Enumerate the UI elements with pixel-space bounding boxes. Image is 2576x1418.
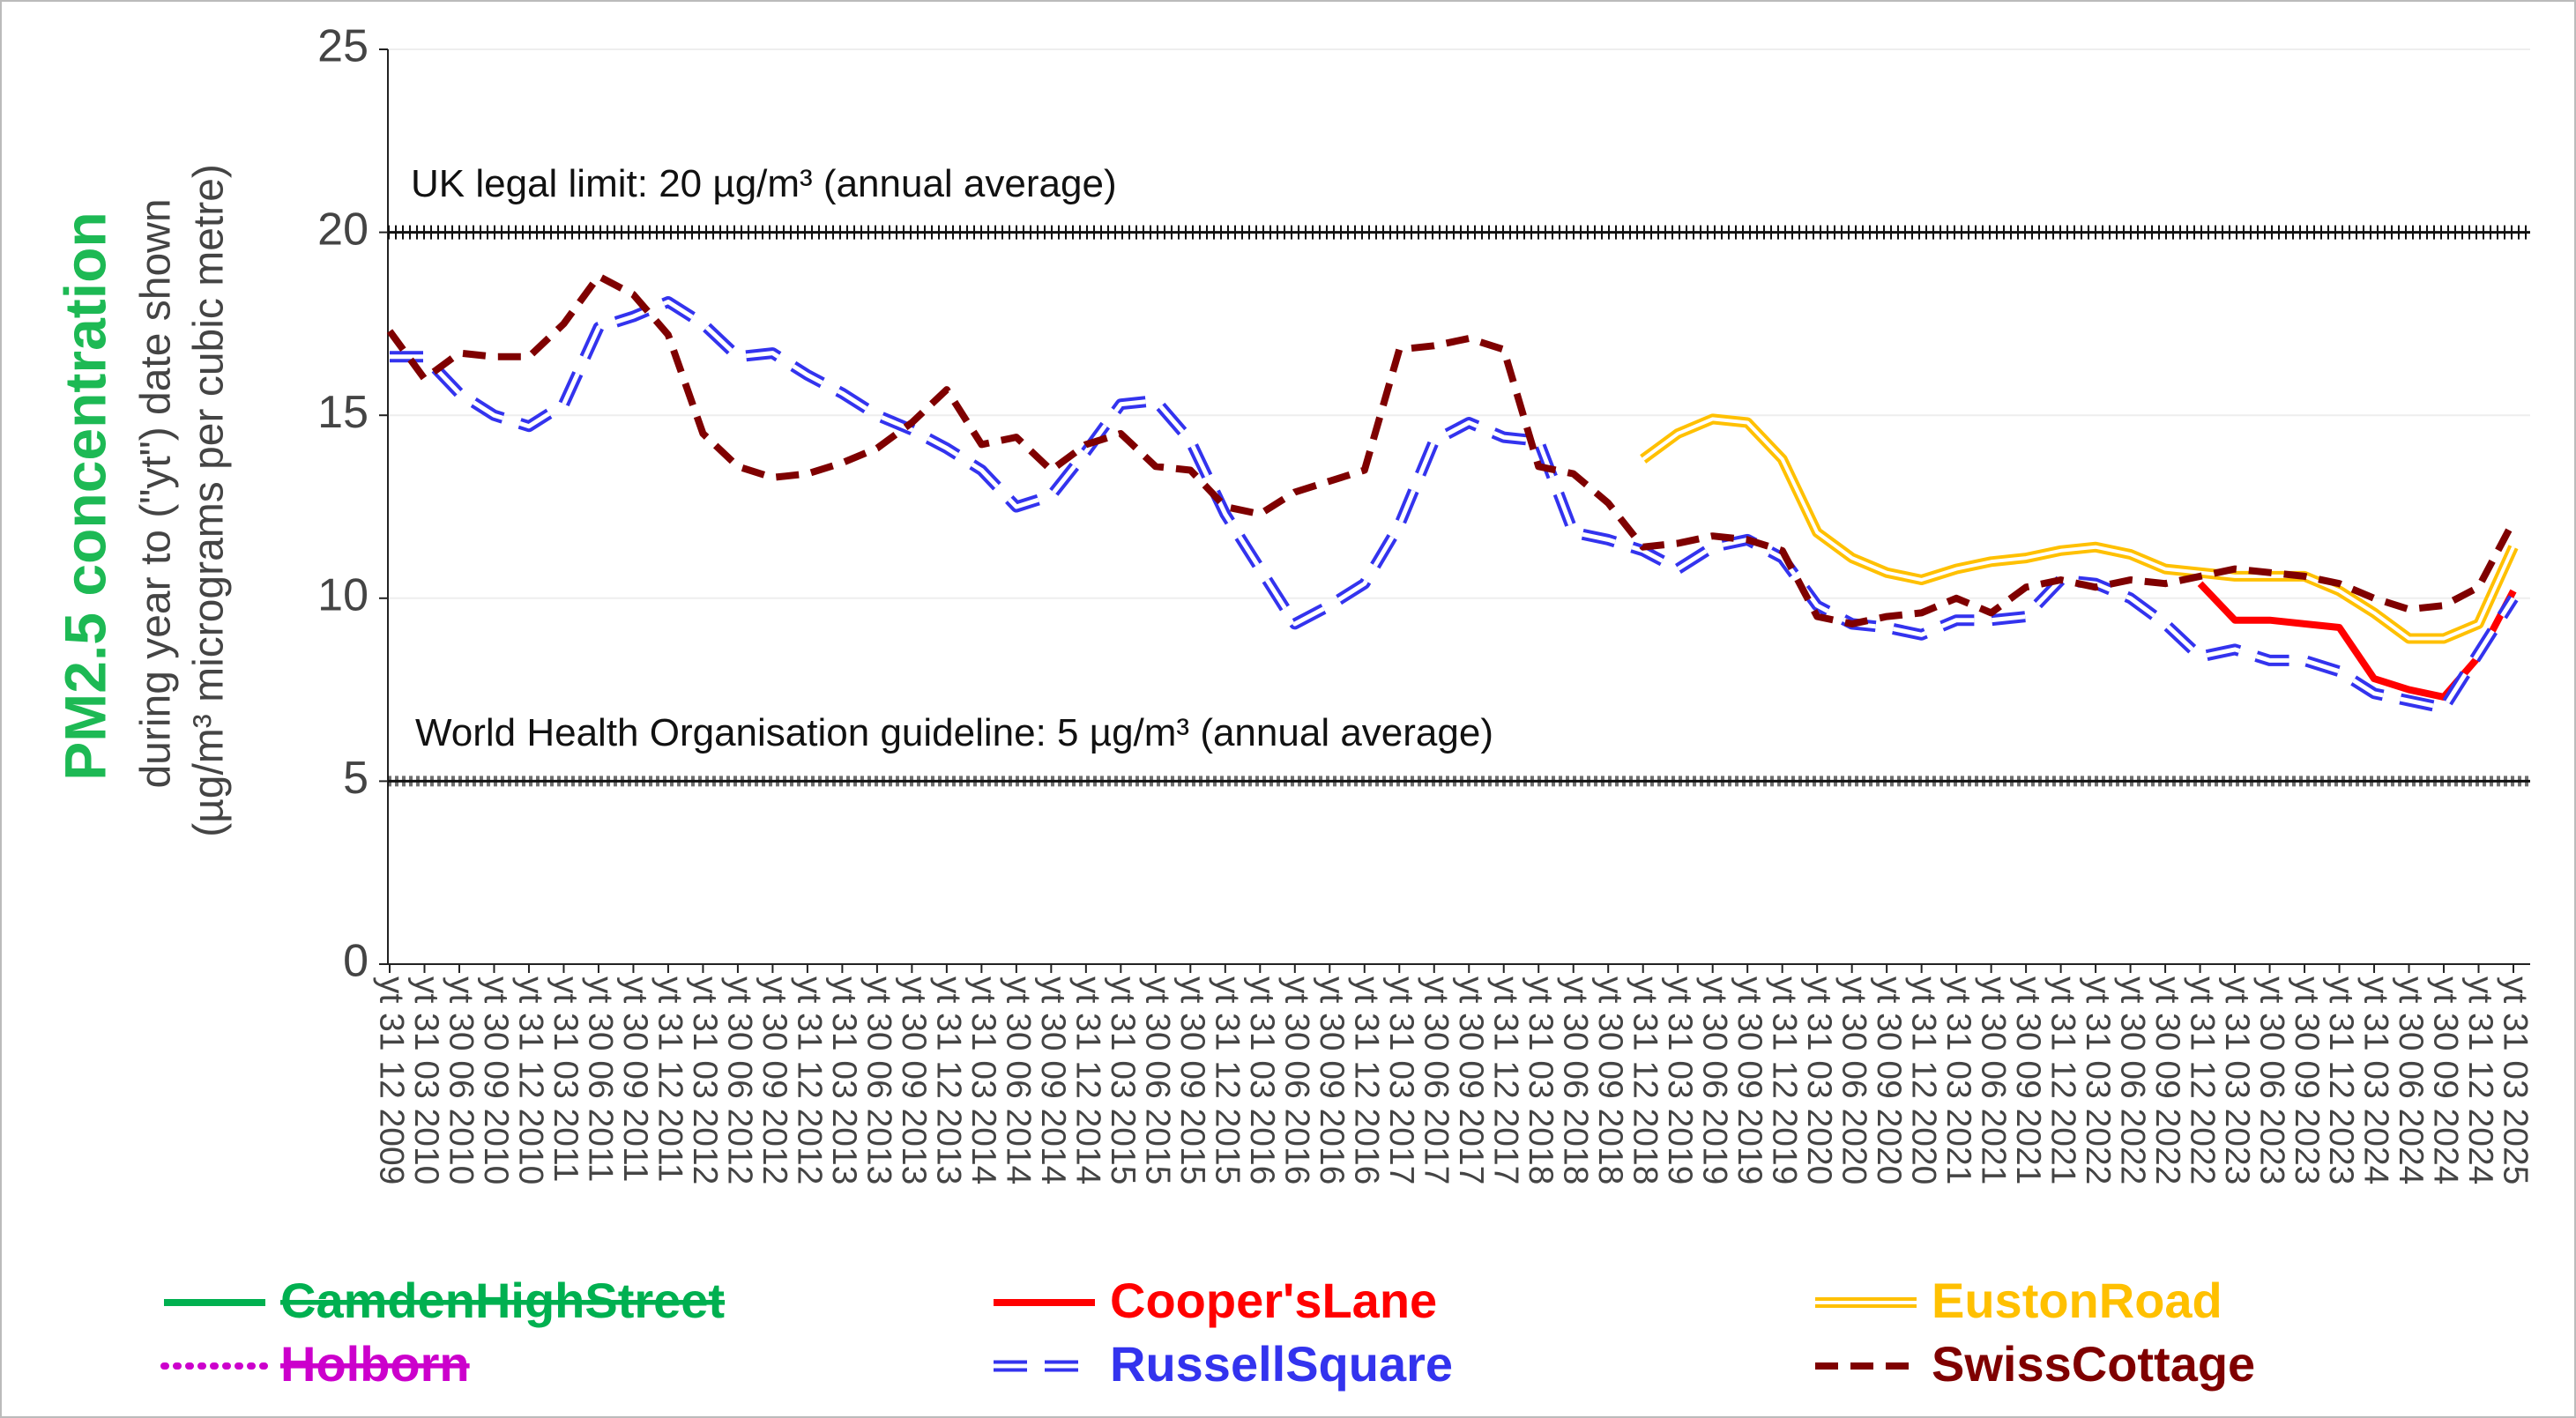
legend-item: Holborn — [160, 1336, 470, 1392]
x-tick-label: yt 30 09 2010 — [477, 976, 515, 1184]
y-tick-label: 0 — [343, 936, 369, 987]
x-tick-label: yt 31 03 2021 — [1939, 976, 1977, 1184]
x-tick-label: yt 31 12 2010 — [512, 976, 550, 1184]
x-tick-label: yt 30 09 2012 — [756, 976, 793, 1184]
x-tick-label: yt 31 03 2017 — [1382, 976, 1420, 1184]
x-tick-label: yt 31 12 2017 — [1486, 976, 1524, 1184]
x-tick-label: yt 30 09 2011 — [616, 976, 654, 1182]
x-tick-label: yt 31 03 2025 — [2497, 976, 2535, 1184]
legend-item: CamdenHighStreet — [164, 1273, 725, 1328]
x-tick-label: yt 30 06 2021 — [1974, 976, 2012, 1184]
x-tick-label: yt 30 09 2019 — [1731, 976, 1768, 1184]
x-tick-label: yt 31 03 2011 — [547, 976, 584, 1182]
x-tick-label: yt 30 09 2016 — [1313, 976, 1351, 1184]
x-tick-label: yt 30 06 2022 — [2113, 976, 2151, 1184]
x-tick-label: yt 30 09 2013 — [895, 976, 933, 1184]
y-axis-subtitle: during year to ("yt") date shown — [133, 198, 180, 788]
x-tick-label: yt 31 12 2015 — [1209, 976, 1247, 1184]
series — [386, 272, 2517, 627]
x-tick-label: yt 30 06 2017 — [1417, 976, 1455, 1184]
x-tick-label: yt 30 06 2015 — [1139, 976, 1177, 1184]
x-tick-label: yt 30 06 2014 — [1000, 976, 1038, 1184]
reference-label: UK legal limit: 20 µg/m³ (annual average… — [411, 162, 1117, 205]
x-tick-label: yt 30 09 2023 — [2288, 976, 2326, 1184]
legend-label: CamdenHighStreet — [280, 1273, 725, 1328]
x-tick-label: yt 31 12 2016 — [1347, 976, 1385, 1184]
x-tick-label: yt 31 12 2009 — [373, 976, 411, 1184]
x-tick-label: yt 30 06 2019 — [1695, 976, 1733, 1184]
y-axis-title: PM2.5 concentration — [52, 212, 117, 780]
legend-label: Cooper'sLane — [1110, 1273, 1437, 1328]
x-tick-label: yt 31 12 2012 — [791, 976, 829, 1184]
y-tick-label: 15 — [317, 387, 369, 438]
x-tick-label: yt 31 03 2024 — [2357, 976, 2395, 1184]
x-tick-label: yt 31 12 2018 — [1626, 976, 1664, 1184]
legend-item: RussellSquare — [994, 1336, 1453, 1392]
x-tick-label: yt 31 12 2011 — [651, 976, 689, 1182]
x-tick-label: yt 31 12 2013 — [930, 976, 968, 1184]
x-tick-label: yt 30 06 2012 — [721, 976, 759, 1184]
series — [390, 296, 2519, 714]
x-tick-label: yt 31 12 2024 — [2461, 976, 2499, 1184]
x-tick-label: yt 30 06 2013 — [860, 976, 898, 1184]
legend-item: EustonRoad — [1815, 1273, 2222, 1328]
y-axis-subtitle: (µg/m³ micrograms per cubic metre) — [186, 164, 233, 837]
x-tick-label: yt 30 06 2024 — [2392, 976, 2430, 1184]
x-tick-label: yt 30 06 2018 — [1556, 976, 1594, 1184]
x-tick-label: yt 30 06 2023 — [2252, 976, 2290, 1184]
y-tick-label: 20 — [317, 204, 369, 255]
x-tick-label: yt 30 09 2022 — [2148, 976, 2186, 1184]
x-tick-label: yt 31 03 2014 — [964, 976, 1002, 1184]
x-tick-label: yt 30 06 2020 — [1835, 976, 1872, 1184]
x-tick-label: yt 31 12 2020 — [1904, 976, 1942, 1184]
x-tick-label: yt 31 12 2023 — [2322, 976, 2360, 1184]
legend-item: Cooper'sLane — [994, 1273, 1437, 1328]
x-tick-label: yt 31 12 2019 — [1765, 976, 1803, 1184]
x-tick-label: yt 30 09 2020 — [1870, 976, 1908, 1184]
x-tick-label: yt 31 03 2015 — [1104, 976, 1142, 1184]
series — [1640, 413, 2519, 644]
x-tick-label: yt 31 03 2022 — [2079, 976, 2117, 1184]
y-tick-label: 5 — [343, 753, 369, 804]
legend-label: Holborn — [280, 1336, 470, 1392]
y-tick-label: 10 — [317, 570, 369, 621]
line-inner — [1642, 417, 2515, 641]
x-tick-label: yt 31 12 2022 — [2183, 976, 2221, 1184]
x-tick-label: yt 31 03 2018 — [1522, 976, 1560, 1184]
legend-item: SwissCottage — [1815, 1336, 2255, 1392]
x-tick-label: yt 31 03 2023 — [2218, 976, 2256, 1184]
x-tick-label: yt 30 09 2021 — [2009, 976, 2047, 1184]
x-tick-label: yt 31 03 2016 — [1243, 976, 1281, 1184]
line-inner — [390, 300, 2516, 710]
x-tick-label: yt 31 03 2020 — [1800, 976, 1838, 1184]
x-tick-label: yt 30 09 2018 — [1591, 976, 1629, 1184]
legend-label: EustonRoad — [1932, 1273, 2222, 1328]
x-tick-label: yt 31 03 2019 — [1661, 976, 1699, 1184]
x-tick-label: yt 30 09 2014 — [1034, 976, 1072, 1184]
legend-label: RussellSquare — [1110, 1336, 1453, 1392]
x-tick-label: yt 31 12 2014 — [1069, 976, 1107, 1184]
x-tick-label: yt 31 03 2012 — [686, 976, 724, 1184]
x-tick-label: yt 30 06 2010 — [443, 976, 480, 1184]
reference-label: World Health Organisation guideline: 5 µ… — [415, 711, 1493, 754]
line — [386, 272, 2517, 627]
legend-label: SwissCottage — [1932, 1336, 2255, 1392]
x-tick-label: yt 30 06 2016 — [1277, 976, 1315, 1184]
x-tick-label: yt 30 06 2011 — [582, 976, 620, 1182]
x-tick-label: yt 30 09 2024 — [2427, 976, 2465, 1184]
x-tick-label: yt 30 09 2017 — [1452, 976, 1490, 1184]
x-tick-label: yt 31 03 2013 — [825, 976, 863, 1184]
x-tick-label: yt 31 12 2021 — [2044, 976, 2081, 1184]
x-tick-label: yt 31 03 2010 — [407, 976, 445, 1184]
y-tick-label: 25 — [317, 21, 369, 72]
x-tick-label: yt 30 09 2015 — [1173, 976, 1211, 1184]
